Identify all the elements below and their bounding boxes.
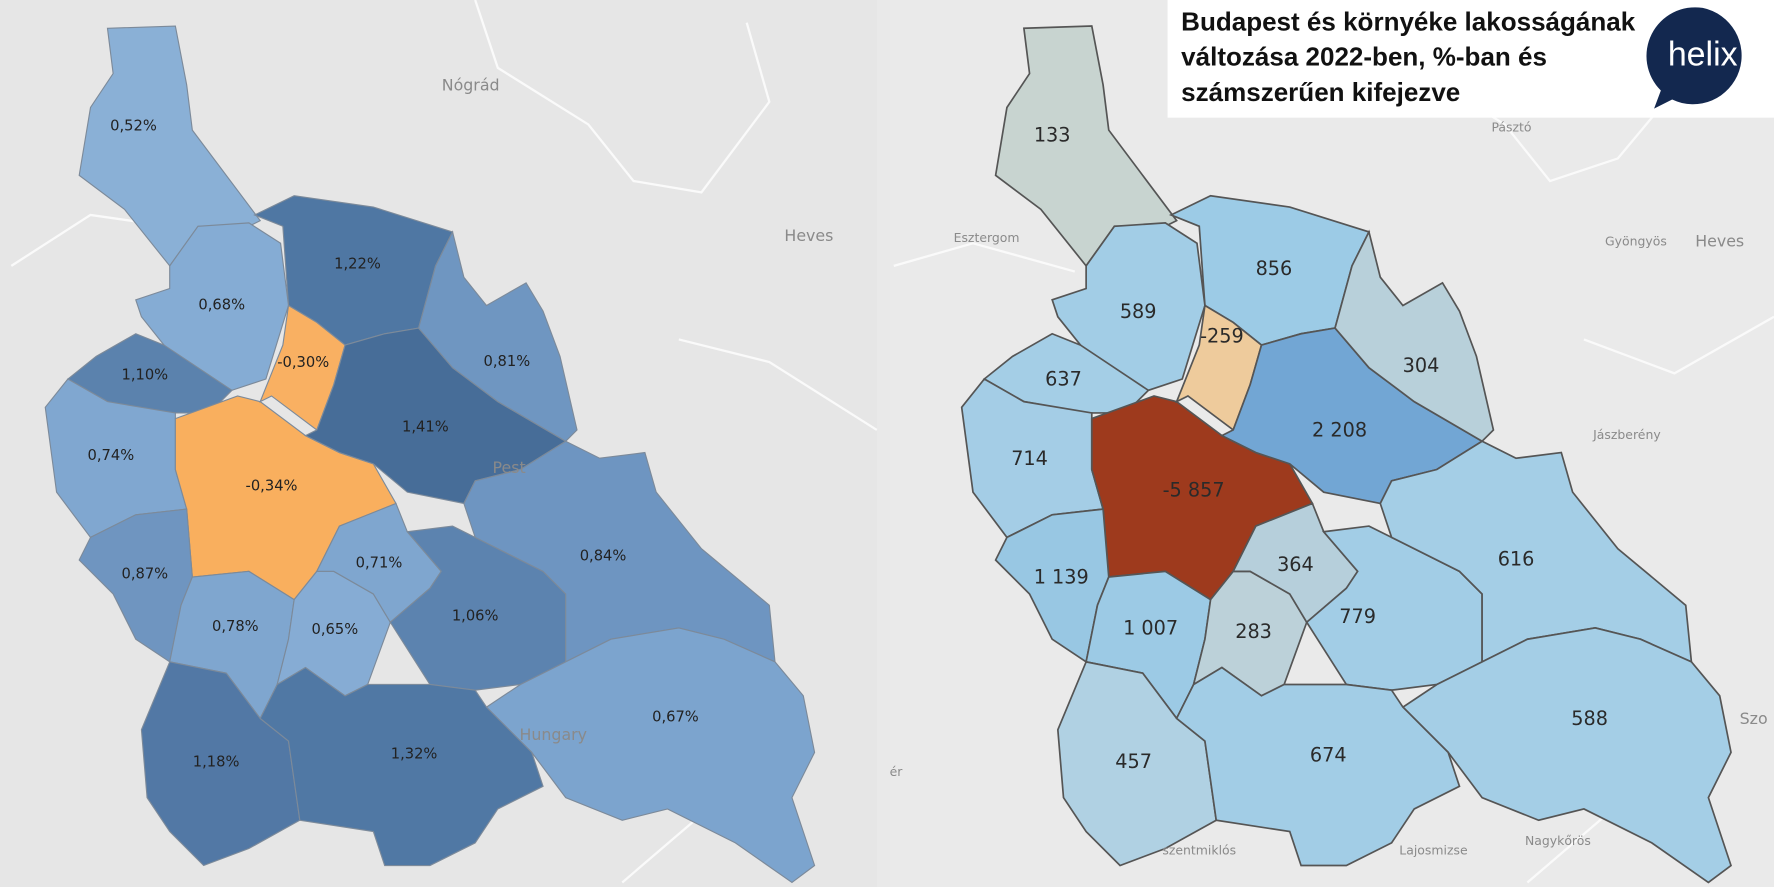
logo-bubble [1646, 7, 1742, 109]
region-label: 1,06% [452, 608, 499, 625]
place-name: Jászberény [1592, 427, 1661, 442]
region-label: 1 139 [1034, 566, 1089, 589]
region-label: 0,68% [198, 296, 245, 313]
place-name: Lajosmizse [1399, 842, 1467, 857]
region-label: 1 007 [1123, 617, 1178, 640]
title-line: Budapest és környéke lakosságának [1181, 7, 1636, 37]
place-name: Pásztó [1491, 119, 1531, 134]
region-label: 1,32% [391, 746, 438, 763]
region [1175, 666, 1461, 867]
place-name: Nagykőrös [1525, 833, 1591, 848]
region [417, 230, 578, 442]
region-label: 1,18% [193, 754, 240, 771]
region-label: 304 [1403, 354, 1440, 377]
region-label: -0,30% [277, 354, 329, 371]
region-label: 589 [1120, 300, 1157, 323]
region-label: 0,67% [652, 708, 699, 725]
region [1334, 229, 1495, 443]
place-name: Szo [1740, 709, 1768, 728]
place-name: Heves [1695, 232, 1744, 251]
region-label: 1,22% [334, 256, 381, 273]
place-name: Esztergom [954, 230, 1020, 245]
region-label: 637 [1045, 368, 1082, 391]
region-label: 0,65% [312, 621, 359, 638]
region-label: 0,78% [212, 618, 259, 635]
border-lines [10, 0, 878, 884]
region-label: 364 [1277, 553, 1314, 576]
region-label: 0,74% [88, 447, 135, 464]
region-label: 856 [1256, 257, 1293, 280]
region-label: -0,34% [246, 477, 298, 494]
region-label: 0,81% [484, 353, 531, 370]
place-name: Pest [493, 458, 526, 477]
place-name: szentmiklós [1162, 842, 1236, 857]
logo: helix [1668, 36, 1738, 74]
region [140, 661, 301, 867]
place-name: ér [890, 764, 904, 779]
region-label: 779 [1339, 605, 1376, 628]
region-label: 283 [1235, 620, 1272, 643]
region-label: 133 [1034, 123, 1071, 146]
region [1056, 660, 1218, 867]
region-label: 457 [1115, 750, 1152, 773]
right-map: Pásztó Esztergom Gyöngyös Heves Jászberény Sz… [890, 0, 1774, 884]
title-line: változása 2022-ben, %-ban és [1181, 42, 1547, 72]
region-label: 714 [1011, 447, 1048, 470]
region [259, 666, 544, 867]
region-label: 1,10% [121, 367, 168, 384]
place-name: Hungary [519, 725, 587, 744]
region-label: 2 208 [1312, 419, 1367, 442]
place-name: Nógrád [442, 75, 500, 94]
region-label: 0,52% [110, 118, 157, 135]
place-name: Heves [784, 226, 833, 245]
region-label: 616 [1498, 548, 1535, 571]
regions [44, 25, 816, 884]
region-label: 0,71% [356, 554, 403, 571]
region-label: -5 857 [1163, 479, 1225, 502]
place-name: Gyöngyös [1605, 234, 1667, 249]
region-label: 1,41% [402, 419, 449, 436]
region [1401, 627, 1733, 884]
border-lines [893, 0, 1774, 884]
title-line: számszerűen kifejezve [1181, 77, 1460, 107]
region-label: -259 [1200, 325, 1244, 348]
left-map: Nógrád Heves Pest Hungary 0,52% 1,22% 0,68% 1,1… [10, 0, 878, 884]
region-label: 0,87% [121, 566, 168, 583]
region [485, 627, 816, 884]
region-label: 588 [1571, 707, 1608, 730]
region-label: 674 [1310, 743, 1347, 766]
region-label: 0,84% [580, 548, 627, 565]
regions [960, 25, 1733, 884]
